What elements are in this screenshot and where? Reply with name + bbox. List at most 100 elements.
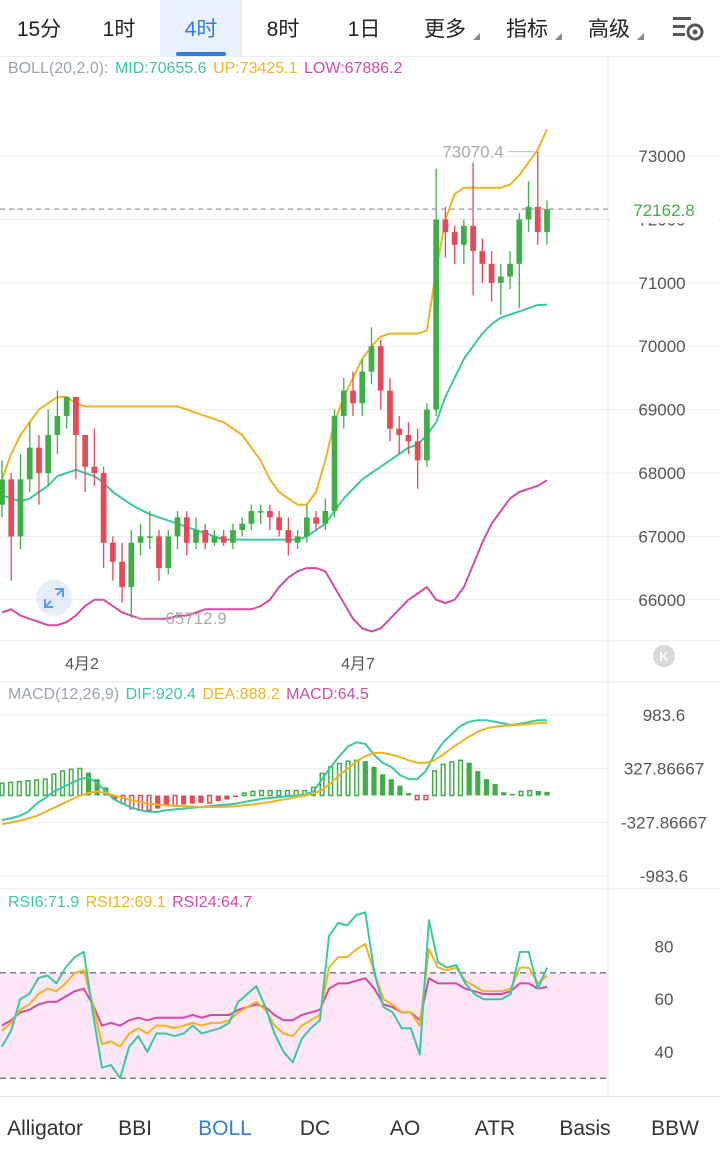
macd-histogram-bar [544,791,550,796]
boll-legend-low: LOW:67886.2 [303,60,403,77]
timeframe-tab[interactable]: 1时 [78,0,160,56]
candle-body [442,219,449,233]
macd-histogram-bar [527,789,533,797]
price-tick-label: 67000 [638,527,685,546]
indicator-tab[interactable]: Basis [559,1117,611,1140]
macd-histogram-bar [414,794,420,801]
timeframe-tab-label: 15分 [16,18,62,41]
indicator-tab[interactable]: DC [299,1117,331,1140]
candle-body [331,415,338,512]
candle-body [146,536,153,538]
candle-body [8,479,15,537]
candle-body [377,346,384,391]
macd-histogram-bar [207,794,213,804]
price-tick-label: 68000 [638,464,685,483]
macd-tick-label: 327.86667 [624,760,704,779]
macd-histogram-bar [362,761,368,796]
indicator-tab[interactable]: BBW [651,1117,699,1140]
current-price-tag [612,195,718,224]
timeframe-tab[interactable]: 指标 [486,0,568,56]
macd-histogram-bar [25,780,31,797]
rsi6-line [1,911,548,1080]
macd-histogram-bar [431,770,438,797]
rsi-legend-rsi6: RSI6:71.9 [8,894,80,911]
candle-body [497,276,504,283]
candle-body [239,523,246,531]
candle-body [405,434,412,442]
timeframe-tab-label: 8时 [266,18,300,41]
macd-histogram-bar [16,780,22,797]
candle-body [516,219,523,264]
timeframe-tab-label: 指标 [506,18,548,41]
macd-histogram-bar [163,795,169,807]
rsi-legend: RSI6:71.9 RSI12:69.1 RSI24:64.7 [8,894,254,912]
candle-body [470,225,476,252]
macd-histogram-bar [276,789,282,797]
candle-body [479,251,486,264]
timeframe-tab[interactable]: 4时 [160,0,242,56]
timeframe-toolbar: 15分 1时 4时 8时 1日 更多 指标 高级 [0,0,720,57]
chart-canvas[interactable]: 6600067000680006900070000710007200073000… [0,56,720,1096]
candle-body [387,390,393,429]
macd-tick-label: -327.86667 [621,813,707,832]
candle-body [534,206,541,233]
dropdown-caret-icon [473,33,480,40]
macd-histogram-bar [250,790,256,797]
boll-legend-up: UP:73425.1 [213,60,298,77]
indicator-tab[interactable]: AO [389,1117,421,1140]
timeframe-tab[interactable]: 15分 [0,0,78,56]
candle-body [156,536,162,569]
price-tick-label: 70000 [638,337,685,356]
candle-body [54,415,61,435]
candle-body [230,530,236,543]
macd-tick-label: 983.6 [643,706,686,725]
timeframe-tab[interactable]: 1日 [324,0,404,56]
macd-histogram-bar [94,779,100,796]
macd-histogram-bar [466,762,472,796]
candle-body [368,346,375,372]
macd-histogram-bar [380,774,386,796]
candle-body [0,479,5,505]
dropdown-caret-icon [637,33,644,40]
candle-body [396,428,403,435]
macd-histogram-bar [77,767,83,797]
indicator-tab[interactable]: Alligator [7,1117,83,1140]
candle-body [17,479,24,537]
candle-body [45,434,52,474]
candle-body [544,209,550,233]
macd-histogram-bar [284,789,291,797]
candle-body [82,434,88,467]
timeframe-tab[interactable]: 更多 [404,0,486,56]
indicator-tab[interactable]: BOLL [198,1117,252,1140]
candle-body [294,536,301,543]
indicator-tab[interactable]: ATR [474,1117,516,1140]
candle-body [202,530,209,543]
candle-body [340,390,347,416]
macd-legend-dea: DEA:888.2 [202,686,280,703]
macd-histogram-bar [224,795,230,800]
candle-body [137,536,144,543]
candle-body [451,232,458,245]
macd-histogram-bar [51,773,57,797]
chart-settings-icon[interactable] [670,12,706,44]
expand-icon[interactable] [36,580,72,616]
rsi-tick-label: 40 [655,1043,674,1062]
timeframe-tab[interactable]: 高级 [568,0,650,56]
macd-histogram-bar [336,762,342,797]
macd-histogram-bar [501,792,507,796]
macd-histogram-bar [397,785,403,796]
candle-body [220,536,227,543]
macd-histogram-bar [319,772,325,797]
macd-histogram-bar [345,760,351,797]
low-price-label: 65712.9 [165,609,226,628]
macd-dif-line [1,719,547,822]
timeframe-tab[interactable]: 8时 [242,0,324,56]
price-tick-label: 73000 [638,147,685,166]
macd-histogram-bar [0,782,5,797]
candle-body [276,517,282,531]
candle-body [414,441,421,461]
boll-legend: BOLL(20,2.0): MID:70655.6 UP:73425.1 LOW… [8,60,404,78]
indicator-tab[interactable]: BBI [118,1117,152,1140]
boll-lower-line [1,479,548,633]
macd-histogram-bar [258,789,265,797]
